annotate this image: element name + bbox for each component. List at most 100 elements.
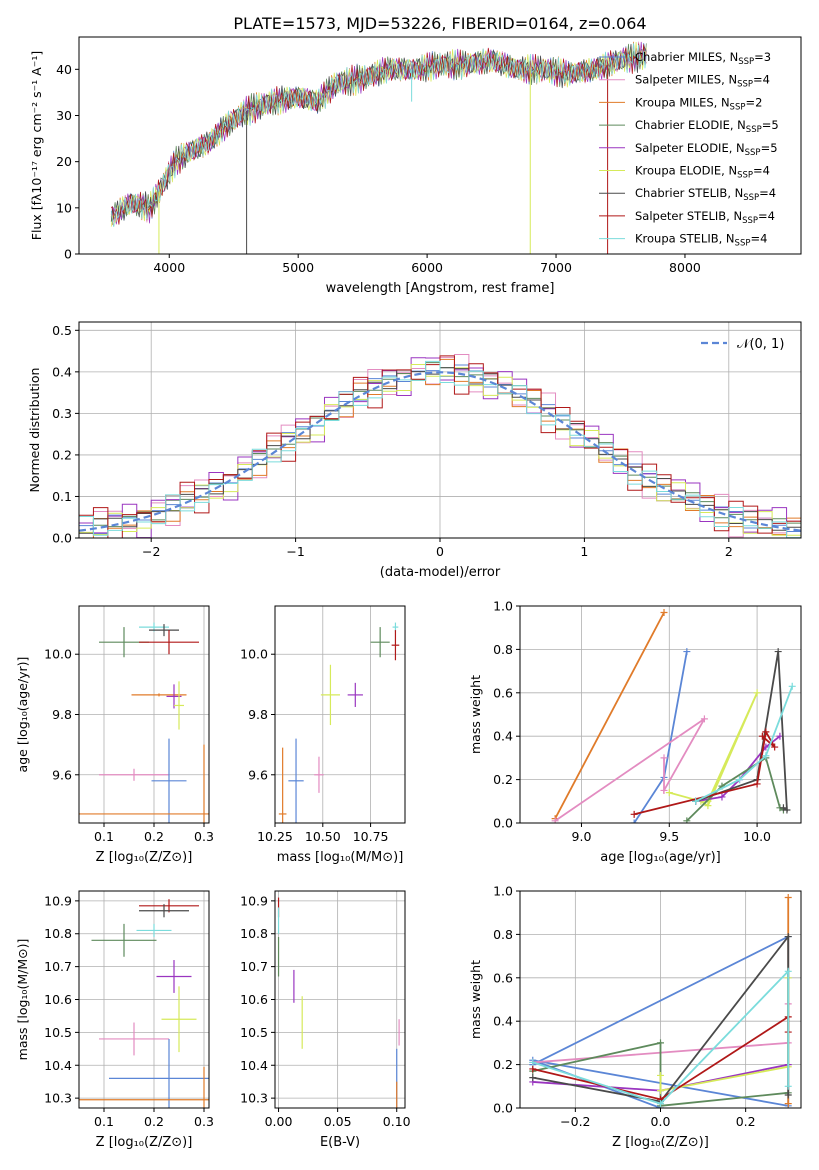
weight-line [532,969,790,1105]
y-tick-label: 0.6 [493,970,513,985]
errorbar-point [99,1022,169,1056]
errorbar-point [278,747,287,823]
y-tick-label: 0.2 [493,772,513,787]
weight-marker [783,806,791,814]
x-tick-label: 2 [725,544,733,559]
weight-marker [784,1100,792,1108]
x-tick-label: 0.0 [651,1114,671,1129]
spectrum-series [110,43,647,227]
weight-marker [762,728,770,736]
legend-label: Chabrier MILES, NSSP=3 [635,50,771,67]
legend-label-text: Chabrier STELIB, N [635,186,743,200]
errorbar-point [288,738,304,823]
legend-label: Salpeter ELODIE, NSSP=5 [635,141,778,158]
y-tick-label: 10.7 [44,959,72,974]
weight-marker [718,793,726,801]
legend-label-sub: SSP [730,102,746,112]
y-tick-label: 30 [56,108,72,123]
weight-marker [784,894,792,902]
y-tick-label: 9.6 [248,767,268,782]
plot-area [79,899,209,1108]
x-tick-label: 0.00 [265,1114,293,1129]
x-tick-label: 7000 [540,260,572,275]
chart-residuals: 𝒩(0, 1) −2 −1 0 1 2 0.0 0.1 0.2 0.3 0.4 0.5 (data-mo… [27,321,802,580]
legend-label: Salpeter MILES, NSSP=4 [635,73,770,90]
y-tick-label: 10.9 [240,893,268,908]
weight-marker [784,967,792,975]
weight-marker [657,1100,664,1108]
weight-marker [753,689,761,697]
y-tick-label: 40 [56,62,72,77]
legend-label-sub: SSP [743,193,759,203]
y-tick-label: 0.0 [493,1101,513,1116]
errorbar-point [391,630,400,661]
chart-mass_vs_Z: 0.1 0.2 0.3 10.3 10.4 10.5 10.6 10.7 10.8 10.9 Z [… [15,890,214,1150]
x-tick-label: 0.2 [144,829,164,844]
weight-marker [551,817,559,823]
y-tick-label: 0.4 [52,364,72,379]
x-tick-label: 0.3 [194,1114,214,1129]
x-axis-label: Z [log₁₀(Z/Z⊙)] [96,1135,193,1150]
weight-marker [788,682,796,690]
errorbar-point [370,627,390,658]
y-tick-label: 1.0 [493,884,513,899]
x-axis-label: age [log₁₀(age/yr)] [600,850,721,865]
errorbar-point [314,756,324,793]
x-tick-label: 4000 [153,260,185,275]
x-tick-label: 6000 [411,260,443,275]
legend-label-tail: =5 [761,141,778,155]
legend-label-text: Kroupa STELIB, N [635,232,735,246]
y-tick-label: 20 [56,154,72,169]
weight-marker [529,1074,537,1082]
axes-frame [519,605,802,824]
weight-marker [784,1082,792,1090]
errorbar-point [91,923,157,957]
y-tick-label: 10.6 [44,992,72,1007]
legend-label-sub: SSP [745,148,761,158]
legend-label-tail: =4 [759,186,776,200]
x-tick-label: 0 [436,544,444,559]
legend-label: Salpeter STELIB, NSSP=4 [635,209,775,226]
legend-label: Chabrier STELIB, NSSP=4 [635,186,776,203]
plot-area [110,41,647,254]
y-tick-label: 10.3 [44,1091,72,1106]
weight-marker [774,648,782,656]
legend-label-tail: =4 [753,73,770,87]
legend-label-sub: SSP [738,57,754,67]
weight-line [633,729,776,816]
weight-line [669,692,758,807]
legend-label-tail: =2 [745,95,762,109]
legend-label: Kroupa MILES, NSSP=2 [635,95,762,112]
y-tick-label: 10.4 [44,1058,72,1073]
x-tick-label: 9.5 [659,829,679,844]
spectrum-series [111,43,647,225]
x-tick-label: 10.25 [257,829,293,844]
y-tick-label: 0.2 [493,1057,513,1072]
x-tick-label: 1 [580,544,588,559]
legend-label-text: Salpeter MILES, N [635,73,737,87]
y-tick-label: 0.6 [493,685,513,700]
y-tick-label: 0.4 [493,729,513,744]
legend-label: Kroupa ELODIE, NSSP=4 [635,164,770,181]
plot-area [529,894,792,1108]
x-axis-label: mass [log₁₀(M/M⊙)] [277,850,404,865]
legend-label: Kroupa STELIB, NSSP=4 [635,232,767,249]
legend-label-text: Kroupa MILES, N [635,95,730,109]
errorbar-point [156,960,192,993]
axes-frame [78,36,802,255]
x-tick-label: 0.1 [94,1114,114,1129]
weight-marker [779,804,787,812]
weight-line [554,612,665,820]
legend-label-tail: =3 [754,50,771,64]
legend-label-tail: =4 [758,209,775,223]
legend-label: Chabrier ELODIE, NSSP=5 [635,118,779,135]
legend-label-sub: SSP [742,216,758,226]
x-axis-label: Z [log₁₀(Z/Z⊙)] [612,1135,709,1150]
weight-marker [630,819,638,823]
weight-marker [784,933,792,941]
x-tick-label: 0.1 [94,829,114,844]
y-tick-label: 9.8 [248,707,268,722]
weight-marker [529,1058,537,1066]
x-axis-label: wavelength [Angstrom, rest frame] [326,281,555,296]
